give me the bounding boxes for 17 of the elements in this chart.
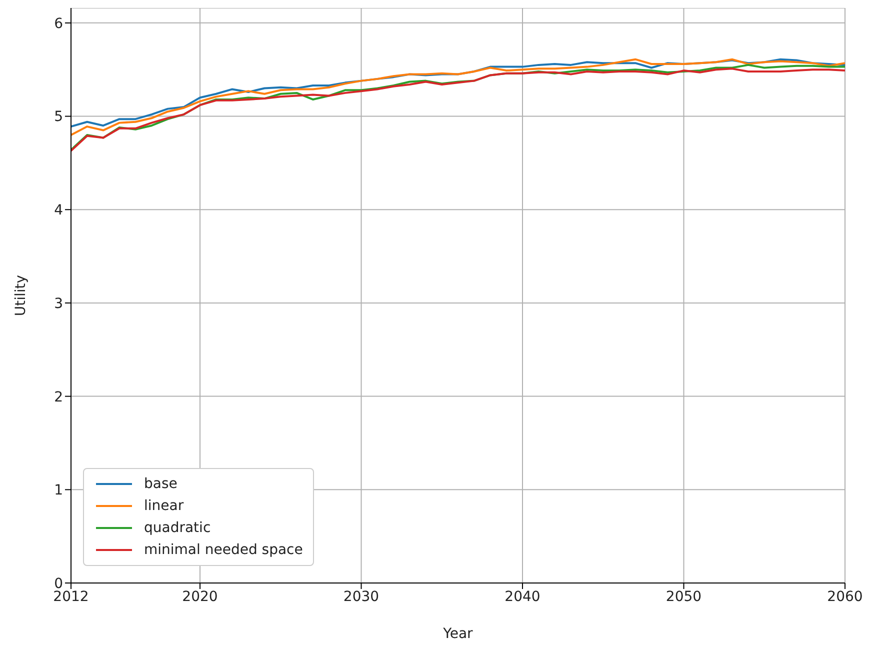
- y-tick-label: 5: [54, 109, 63, 126]
- y-tick-label: 4: [54, 202, 64, 219]
- x-tick-label: 2050: [666, 588, 702, 605]
- y-tick-label: 6: [54, 16, 64, 32]
- x-axis-title: Year: [442, 626, 474, 642]
- x-tick-label: 2060: [827, 588, 863, 605]
- y-tick-label: 1: [54, 482, 63, 499]
- y-tick-label: 3: [54, 296, 63, 312]
- x-tick-label: 2040: [504, 588, 540, 605]
- legend-label: linear: [144, 497, 184, 516]
- legend-label: quadratic: [144, 519, 211, 538]
- y-tick-label: 2: [54, 389, 63, 406]
- y-axis-title: Utility: [12, 274, 29, 316]
- x-tick-label: 2020: [182, 588, 218, 605]
- legend-label: base: [144, 475, 178, 494]
- legend-label: minimal needed space: [144, 541, 303, 560]
- x-tick-label: 2030: [343, 588, 380, 605]
